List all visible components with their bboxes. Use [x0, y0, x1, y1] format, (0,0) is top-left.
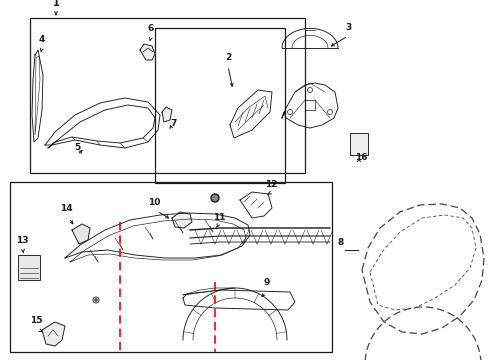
- Text: 5: 5: [74, 143, 80, 152]
- Polygon shape: [42, 322, 65, 346]
- Text: 13: 13: [16, 236, 28, 245]
- Text: 7: 7: [170, 119, 176, 128]
- Bar: [30, 18, 305, 173]
- Text: 6: 6: [148, 24, 154, 33]
- Text: 15: 15: [30, 316, 42, 325]
- Text: 14: 14: [60, 204, 73, 213]
- Text: 3: 3: [345, 23, 350, 32]
- Polygon shape: [72, 224, 90, 244]
- Text: 12: 12: [264, 180, 277, 189]
- Text: 11: 11: [213, 213, 225, 222]
- Text: 9: 9: [263, 278, 269, 287]
- Text: 8: 8: [337, 238, 344, 247]
- Text: 10: 10: [148, 198, 160, 207]
- Text: 16: 16: [354, 153, 367, 162]
- Bar: [349, 133, 367, 155]
- Circle shape: [210, 194, 219, 202]
- Polygon shape: [140, 44, 155, 60]
- Polygon shape: [162, 107, 172, 122]
- Text: 4: 4: [39, 35, 45, 44]
- Text: 2: 2: [224, 53, 231, 62]
- Bar: [18, 255, 40, 280]
- Circle shape: [95, 299, 97, 301]
- Bar: [155, 28, 285, 183]
- Bar: [10, 182, 331, 352]
- Text: 1: 1: [53, 0, 60, 8]
- Polygon shape: [172, 212, 192, 228]
